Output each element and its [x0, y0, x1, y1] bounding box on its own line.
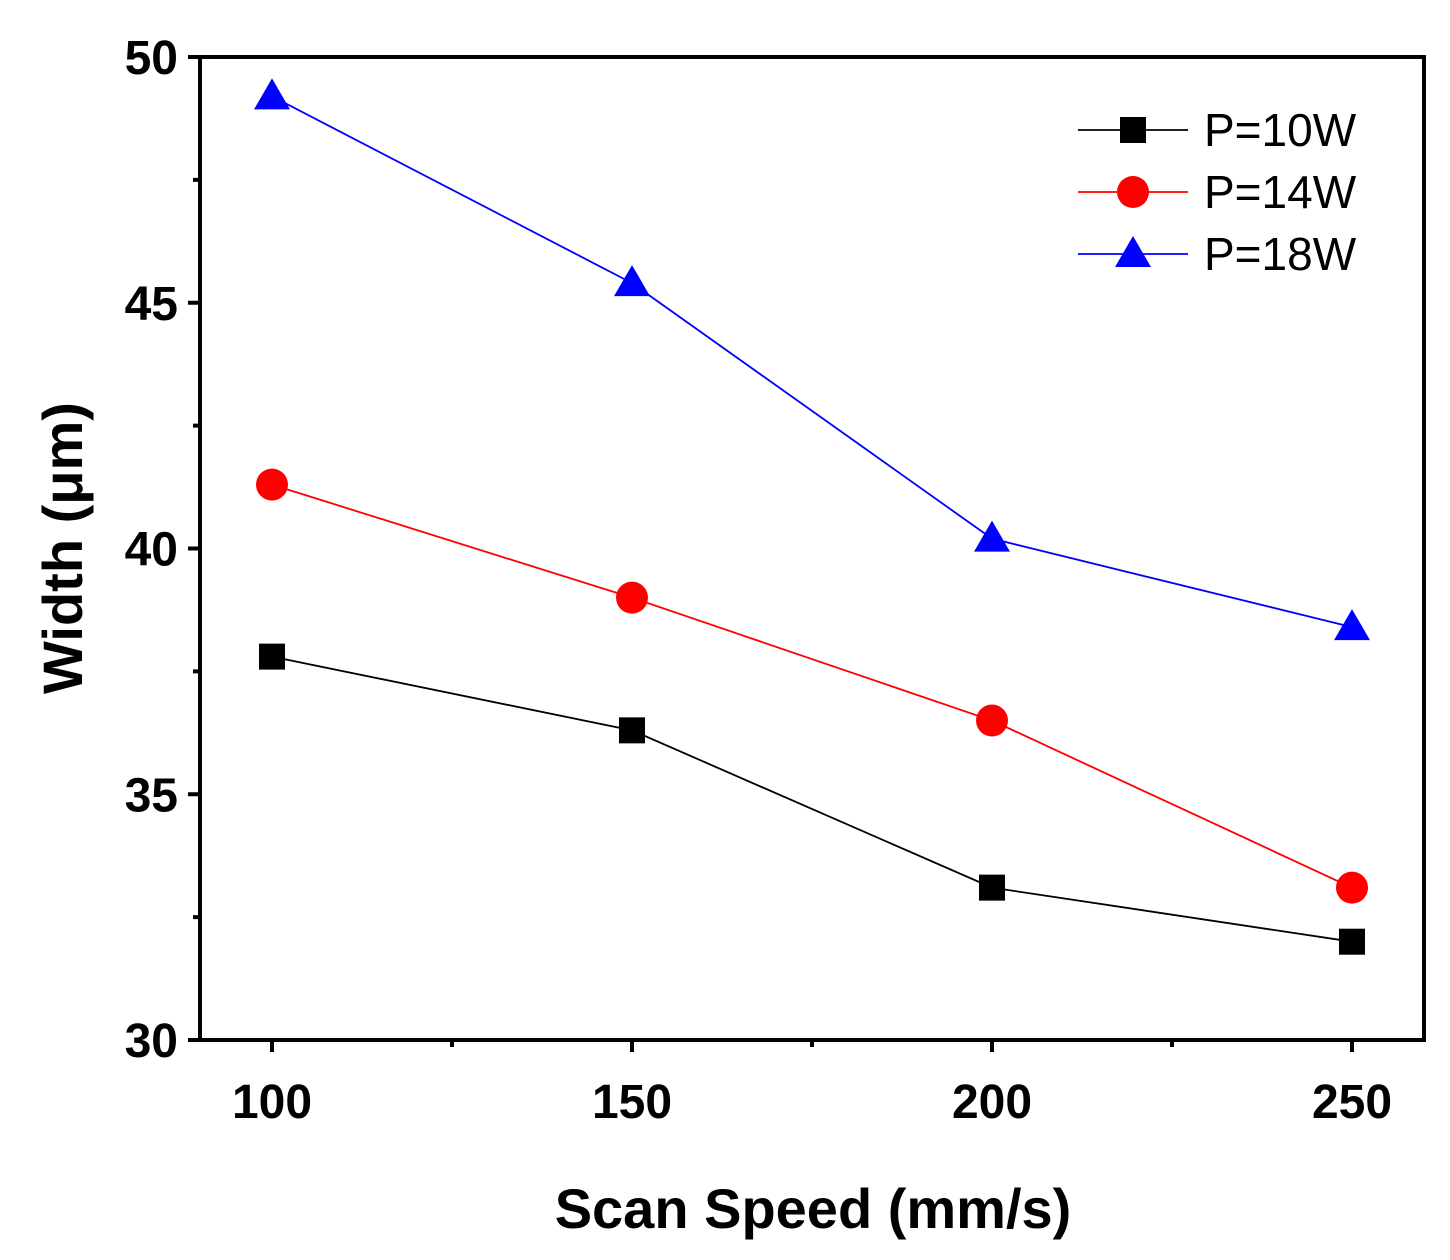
data-point [614, 265, 650, 297]
x-tick-label: 150 [592, 1076, 672, 1129]
legend-label: P=18W [1204, 228, 1357, 280]
y-tick-label: 30 [125, 1015, 178, 1068]
legend-label: P=14W [1204, 166, 1357, 218]
axes: 100 150 200 250 30 35 40 45 50 [125, 32, 1426, 1129]
legend-marker [1117, 176, 1149, 208]
data-point [259, 643, 285, 670]
data-point [1334, 609, 1370, 641]
series-p-10w [259, 643, 1365, 955]
x-tick-label: 200 [952, 1076, 1032, 1129]
series-line [271, 95, 1353, 629]
y-tick-label: 45 [125, 278, 178, 331]
y-axis-title: Width (μm) [31, 402, 94, 694]
series-p-14w [256, 468, 1368, 904]
x-axis-title: Scan Speed (mm/s) [555, 1177, 1072, 1240]
legend-item: P=18W [1078, 228, 1357, 280]
series-line [271, 483, 1353, 889]
legend-marker [1120, 117, 1146, 143]
data-point [254, 78, 290, 110]
data-point [979, 874, 1005, 901]
series-p-18w [254, 78, 1370, 641]
legend-label: P=10W [1204, 104, 1357, 156]
y-tick-label: 40 [125, 524, 178, 577]
legend: P=10W P=14W P=18W [1078, 104, 1357, 280]
data-point [619, 717, 645, 744]
data-point [974, 520, 1010, 552]
data-point [976, 704, 1008, 737]
series-line [271, 655, 1353, 943]
x-tick-label: 250 [1312, 1076, 1392, 1129]
series-layer [254, 78, 1370, 955]
data-point [1339, 928, 1365, 955]
x-tick-label: 100 [232, 1076, 312, 1129]
legend-item: P=14W [1078, 166, 1357, 218]
legend-item: P=10W [1078, 104, 1357, 156]
legend-marker [1115, 236, 1151, 267]
y-tick-label: 35 [125, 769, 178, 822]
data-point [256, 468, 288, 501]
y-tick-label: 50 [125, 32, 178, 85]
data-point [616, 581, 648, 614]
data-point [1336, 871, 1368, 904]
